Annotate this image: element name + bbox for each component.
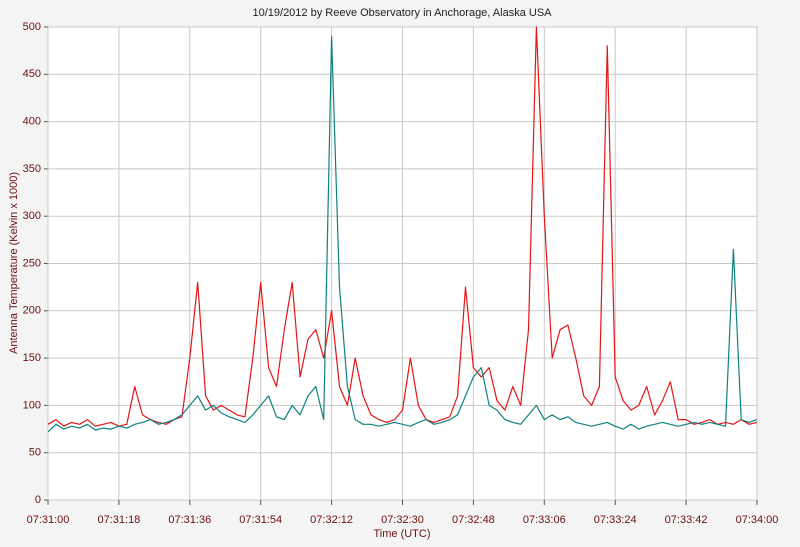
y-axis-label: Antenna Temperature (Kelvin x 1000) [8,172,20,354]
x-tick-label: 07:33:42 [665,514,708,526]
y-tick-label: 200 [23,305,41,317]
x-tick-label: 07:31:36 [168,514,211,526]
y-tick-label: 0 [35,494,41,506]
x-tick-label: 07:32:30 [381,514,424,526]
x-tick-label: 07:32:48 [452,514,495,526]
x-axis-label: Time (UTC) [373,528,430,540]
chart-title: 10/19/2012 by Reeve Observatory in Ancho… [252,7,552,19]
y-tick-label: 500 [23,21,41,33]
y-tick-label: 400 [23,116,41,128]
x-tick-label: 07:33:06 [523,514,566,526]
y-tick-label: 250 [23,257,41,269]
series-line [47,35,758,433]
y-tick-label: 300 [23,210,41,222]
y-tick-label: 100 [23,399,41,411]
y-tick-label: 150 [23,352,41,364]
y-tick-label: 350 [23,163,41,175]
series-line [47,26,758,427]
y-tick-label: 450 [23,68,41,80]
x-tick-label: 07:32:12 [310,514,353,526]
x-tick-label: 07:31:54 [239,514,282,526]
x-tick-label: 07:33:24 [594,514,637,526]
x-tick-label: 07:31:00 [27,514,70,526]
y-tick-label: 50 [29,447,41,459]
x-tick-label: 07:31:18 [97,514,140,526]
x-tick-label: 07:34:00 [736,514,779,526]
